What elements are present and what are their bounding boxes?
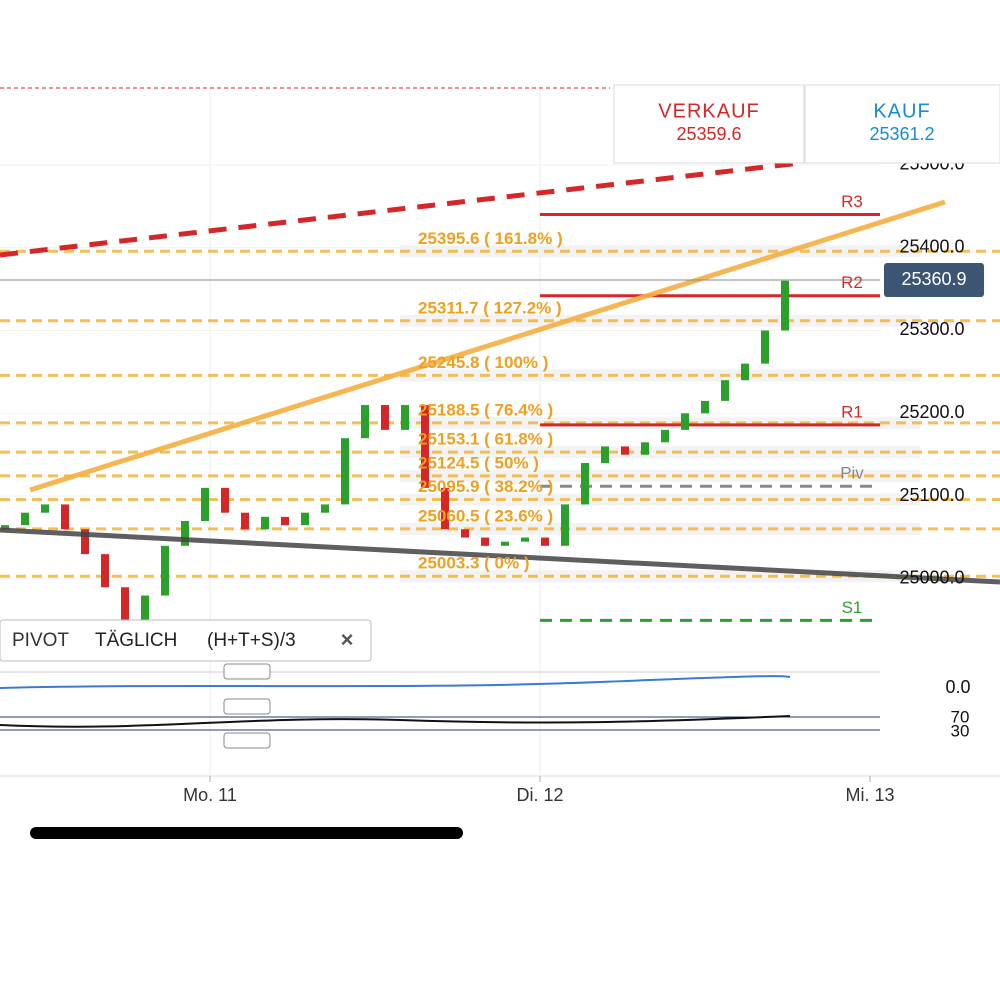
candle <box>641 442 649 455</box>
y-tick-label: 25400.0 <box>899 236 964 256</box>
indicator-chip <box>0 619 372 662</box>
candle <box>1 525 9 530</box>
pivot-label: R2 <box>841 273 863 292</box>
oscillator-line <box>0 675 791 689</box>
indicator-period: TÄGLICH <box>95 630 177 651</box>
candle <box>581 463 589 505</box>
candle <box>481 537 489 546</box>
buy-label: KAUF <box>873 100 930 122</box>
fib-label: 25311.7 ( 127.2% ) <box>418 298 562 317</box>
pivot-label: Piv <box>840 464 864 483</box>
pivot-label: S1 <box>842 598 863 617</box>
candle <box>601 446 609 464</box>
candle <box>281 516 289 526</box>
sell-box[interactable] <box>613 84 805 164</box>
candle <box>81 529 89 555</box>
fib-label: 25060.5 ( 23.6% ) <box>418 506 553 525</box>
candle <box>701 400 709 414</box>
candle <box>341 438 349 505</box>
home-indicator[interactable] <box>30 827 463 839</box>
current-price-box <box>884 263 984 298</box>
osc-label: 70 <box>951 707 970 726</box>
pivot-label: R3 <box>841 192 863 211</box>
x-tick-label: Di. 12 <box>516 785 563 805</box>
candle <box>401 405 409 430</box>
candle <box>761 330 769 364</box>
candle <box>381 405 389 430</box>
candle <box>361 405 369 439</box>
candle <box>161 545 169 596</box>
sell-price: 25359.6 <box>676 124 741 144</box>
candle <box>741 363 749 381</box>
candle <box>241 512 249 530</box>
candle <box>501 541 509 546</box>
osc-label: 30 <box>951 721 970 740</box>
candle <box>461 529 469 538</box>
candle <box>181 520 189 546</box>
panel-handle[interactable] <box>223 663 271 680</box>
fib-label: 25153.1 ( 61.8% ) <box>418 430 553 449</box>
candle <box>721 380 729 401</box>
osc-label: 0.0 <box>945 677 970 697</box>
trendline-orange <box>29 199 946 493</box>
y-tick-label: 25000.0 <box>899 568 964 588</box>
candle <box>221 487 229 513</box>
y-tick-label: 25100.0 <box>899 485 964 505</box>
candle <box>261 516 269 530</box>
buy-price: 25361.2 <box>869 124 934 144</box>
panel-handle[interactable] <box>223 732 271 749</box>
candle <box>61 504 69 530</box>
candle <box>141 595 149 629</box>
candle <box>201 487 209 521</box>
candle <box>121 587 129 629</box>
candle <box>781 280 789 331</box>
candle <box>421 405 429 488</box>
fib-label: 25395.6 ( 161.8% ) <box>418 229 563 248</box>
panel-handle[interactable] <box>223 698 271 715</box>
fib-label: 25245.8 ( 100% ) <box>418 353 548 372</box>
candle <box>41 504 49 513</box>
y-tick-label: 25200.0 <box>899 402 964 422</box>
fib-label: 25124.5 ( 50% ) <box>418 453 539 472</box>
buy-box[interactable] <box>804 84 1000 164</box>
candle <box>621 446 629 455</box>
trendline-red <box>0 160 801 258</box>
current-price-label: 25360.9 <box>901 269 966 289</box>
candle <box>521 537 529 542</box>
stochastic-line <box>0 715 791 728</box>
candle <box>21 512 29 526</box>
x-tick-label: Mi. 13 <box>845 785 894 805</box>
indicator-formula: (H+T+S)/3 <box>207 630 296 651</box>
x-tick-label: Mo. 11 <box>183 785 237 805</box>
fib-label: 25188.5 ( 76.4% ) <box>418 400 553 419</box>
candle <box>301 512 309 526</box>
fib-label: 25095.9 ( 38.2% ) <box>418 477 553 496</box>
pivot-label: R1 <box>841 402 863 421</box>
candle <box>661 429 669 443</box>
y-tick-label: 25300.0 <box>899 319 964 339</box>
candle <box>561 504 569 546</box>
sell-label: VERKAUF <box>658 100 759 122</box>
candle <box>101 554 109 588</box>
candle <box>441 487 449 530</box>
candle <box>541 537 549 546</box>
indicator-close[interactable]: × <box>341 627 354 652</box>
candle <box>321 504 329 513</box>
candle <box>681 413 689 430</box>
fib-label: 25003.3 ( 0% ) <box>418 554 530 573</box>
indicator-name: PIVOT <box>12 630 69 651</box>
trendline-dark <box>0 527 1000 585</box>
